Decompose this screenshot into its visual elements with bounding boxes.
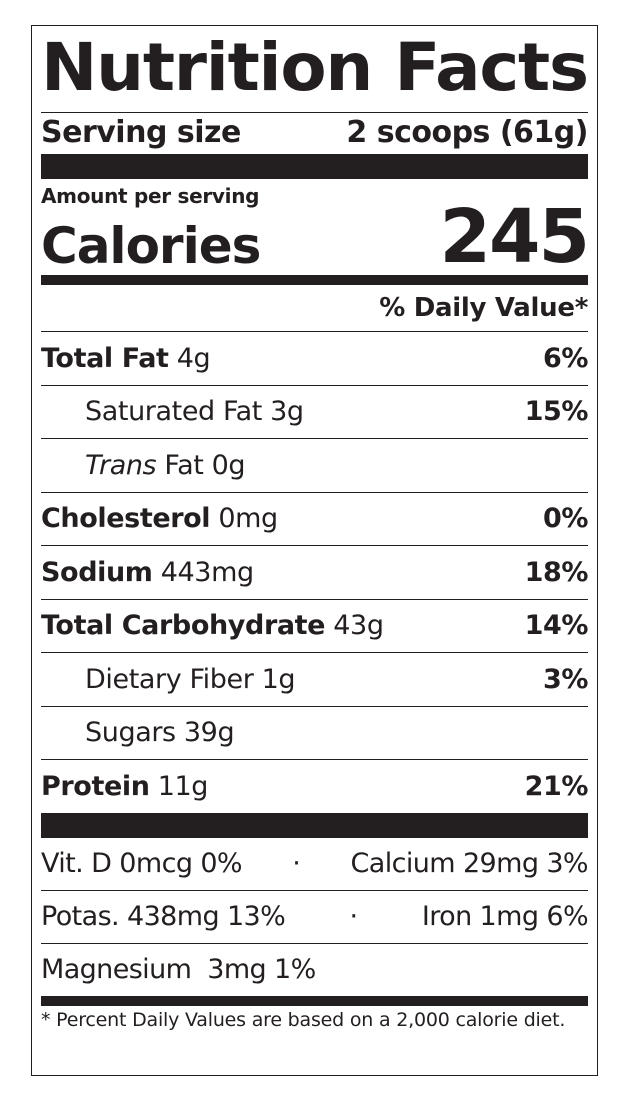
amount-per-serving: Amount per serving [41,184,260,208]
medium-divider [41,275,588,285]
nutrition-facts-label: Nutrition Facts Serving size 2 scoops (6… [31,25,598,1076]
serving-size-row: Serving size 2 scoops (61g) [41,113,588,153]
micronutrient-right: Calcium 29mg 3% [350,848,589,879]
nutrient-row: Saturated Fat 3g 15% [41,384,589,439]
nutrient-name: Sugars 39g [41,717,235,749]
nutrient-amount: 3g [270,396,304,428]
nutrient-row: Dietary Fiber 1g 3% [41,652,588,706]
nutrient-label: Total Carbohydrate [41,610,326,642]
nutrient-amount: 1g [261,663,296,695]
nutrient-row: Total Fat 4g 6% [41,331,588,385]
nutrient-name: Saturated Fat 3g [41,396,304,427]
nutrient-name: Dietary Fiber 1g [41,663,296,695]
thick-divider [41,154,588,179]
nutrient-amount: 0mg [218,503,278,535]
footnote: * Percent Daily Values are based on a 2,… [41,1008,566,1031]
daily-value-header: % Daily Value* [379,293,588,323]
nutrient-daily-value: 21% [524,770,589,802]
nutrient-name: Total Carbohydrate 43g [41,610,384,641]
nutrient-amount: 11g [157,770,209,802]
micronutrient-left: Vit. D 0mcg 0% [41,848,243,879]
serving-size-value: 2 scoops (61g) [346,115,588,150]
nutrient-label: Dietary Fiber [85,663,254,695]
medium-divider [41,995,588,1006]
nutrient-label: Sugars [85,717,176,749]
micronutrient-row: Vit. D 0mcg 0% · Calcium 29mg 3% [41,838,589,890]
nutrient-amount: 443mg [160,556,254,588]
micronutrient-left: Magnesium 3mg 1% [41,954,316,985]
nutrient-amount: 43g [333,610,384,642]
micronutrient-sep: · [349,901,359,932]
nutrient-daily-value: 0% [542,503,588,535]
nutrient-daily-value: 6% [542,342,588,374]
nutrient-label: Protein [41,770,150,802]
nutrient-daily-value: 18% [524,556,589,588]
nutrient-label: Cholesterol [41,503,211,535]
micronutrient-left: Potas. 438mg 13% [41,901,286,932]
calories-value: 245 [439,194,590,280]
nutrient-daily-value: 3% [542,663,588,695]
calories-row: Calories 245 [41,199,590,275]
serving-size-label: Serving size [41,115,241,150]
nutrient-daily-value: 14% [524,610,589,642]
nutrient-row: Cholesterol 0mg 0% [41,491,588,546]
label-title: Nutrition Facts [41,29,589,106]
nutrient-row: Sodium 443mg 18% [41,545,588,599]
nutrient-name-italic: Trans [85,449,157,481]
nutrient-amount: 39g [183,717,235,749]
divider [41,112,588,113]
micronutrient-right: Iron 1mg 6% [421,901,589,932]
nutrient-label: Total Fat [41,342,169,374]
calories-label: Calories [41,217,261,275]
nutrient-amount: 0g [211,449,246,481]
thick-divider [41,812,588,838]
nutrient-label: Sodium [41,556,153,588]
nutrient-name: Cholesterol 0mg [41,503,278,534]
micronutrient-list: Vit. D 0mcg 0% · Calcium 29mg 3% Potas. 438… [41,838,589,996]
nutrient-row: Total Carbohydrate 43g 14% [41,598,589,653]
nutrient-row: Protein 11g 21% [41,759,588,813]
nutrient-name: Sodium 443mg [41,557,254,588]
nutrient-label: Saturated Fat [85,396,262,428]
nutrient-amount: 4g [176,342,211,374]
nutrient-name: Total Fat 4g [41,342,211,374]
nutrient-daily-value: 15% [524,396,589,428]
nutrient-name: Trans Fat 0g [41,449,246,481]
micronutrient-sep: · [292,848,301,879]
micronutrient-row: Potas. 438mg 13% · Iron 1mg 6% [41,889,589,943]
nutrient-row: Sugars 39g [41,705,588,760]
nutrient-row: Trans Fat 0g [41,438,588,492]
nutrient-label: Fat [164,449,204,481]
nutrient-name: Protein 11g [41,771,208,802]
micronutrient-row: Magnesium 3mg 1% [41,942,588,996]
nutrient-list: Total Fat 4g 6% Saturated Fat 3g 15% Trans F… [41,331,588,813]
